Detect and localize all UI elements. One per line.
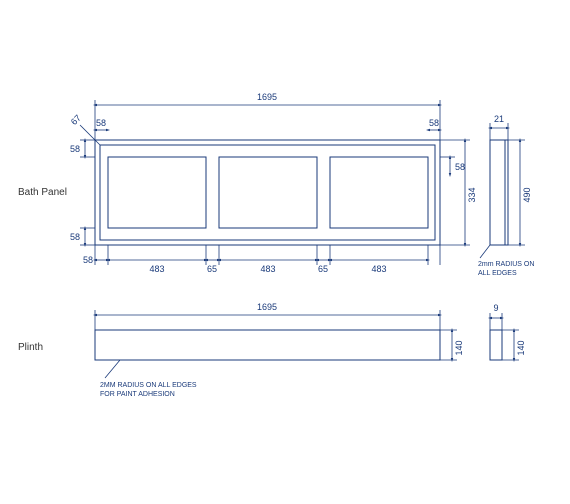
dim-side-bot-140: 140 bbox=[516, 340, 526, 355]
note-radius-top-2: ALL EDGES bbox=[478, 270, 517, 277]
technical-drawing: Bath Panel 1695 58 58 67 58 58 58 334 58… bbox=[0, 0, 570, 504]
panel-recess-1 bbox=[108, 157, 206, 228]
note-plinth-2: FOR PAINT ADHESION bbox=[100, 391, 175, 398]
dim-right-58: 58 bbox=[455, 162, 465, 172]
plinth-label: Plinth bbox=[18, 342, 43, 353]
dim-bot-65-1: 65 bbox=[207, 264, 217, 274]
dim-plinth-140: 140 bbox=[454, 340, 464, 355]
dim-bath-top-left-58: 58 bbox=[96, 118, 106, 128]
bath-panel-label: Bath Panel bbox=[18, 187, 67, 198]
bath-panel-outer bbox=[95, 140, 440, 245]
dim-side-bot-9: 9 bbox=[493, 303, 498, 313]
dim-bot-483-1: 483 bbox=[149, 264, 164, 274]
side-profile-bottom bbox=[490, 330, 502, 360]
dim-bath-top-right-58: 58 bbox=[429, 118, 439, 128]
dim-bot-483-2: 483 bbox=[260, 264, 275, 274]
panel-recess-3 bbox=[330, 157, 428, 228]
panel-recess-2 bbox=[219, 157, 317, 228]
dim-bot-margin-58: 58 bbox=[83, 255, 93, 265]
plinth-rect bbox=[95, 330, 440, 360]
dim-plinth-1695: 1695 bbox=[257, 302, 277, 312]
dim-angle-67: 67 bbox=[69, 113, 83, 127]
note-plinth-1: 2MM RADIUS ON ALL EDGES bbox=[100, 382, 197, 389]
dim-side-top-21: 21 bbox=[494, 114, 504, 124]
dim-left-bot-58: 58 bbox=[70, 232, 80, 242]
bath-panel-inner-frame bbox=[100, 145, 435, 240]
dim-right-334: 334 bbox=[467, 187, 477, 202]
dim-bot-483-3: 483 bbox=[371, 264, 386, 274]
dim-left-top-58: 58 bbox=[70, 144, 80, 154]
note-radius-top-1: 2mm RADIUS ON bbox=[478, 261, 534, 268]
dim-bath-top: 1695 bbox=[257, 92, 277, 102]
dim-side-top-490: 490 bbox=[522, 187, 532, 202]
dim-bot-65-2: 65 bbox=[318, 264, 328, 274]
